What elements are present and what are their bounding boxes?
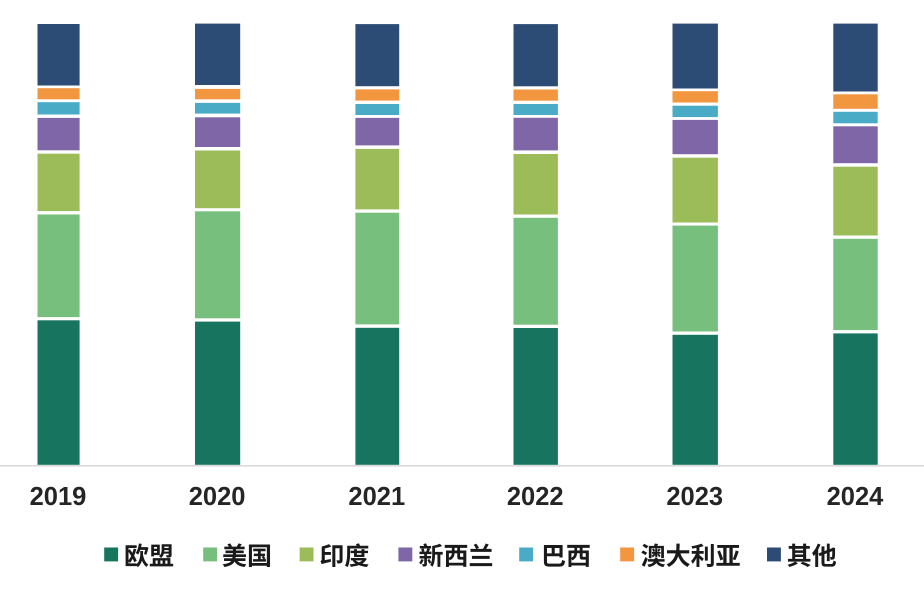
svg-text:2024: 2024	[827, 483, 885, 511]
svg-text:2021: 2021	[348, 483, 405, 511]
svg-text:2019: 2019	[30, 483, 87, 511]
svg-text:2020: 2020	[189, 483, 246, 511]
svg-text:2022: 2022	[507, 483, 564, 511]
svg-text:2023: 2023	[666, 483, 723, 511]
